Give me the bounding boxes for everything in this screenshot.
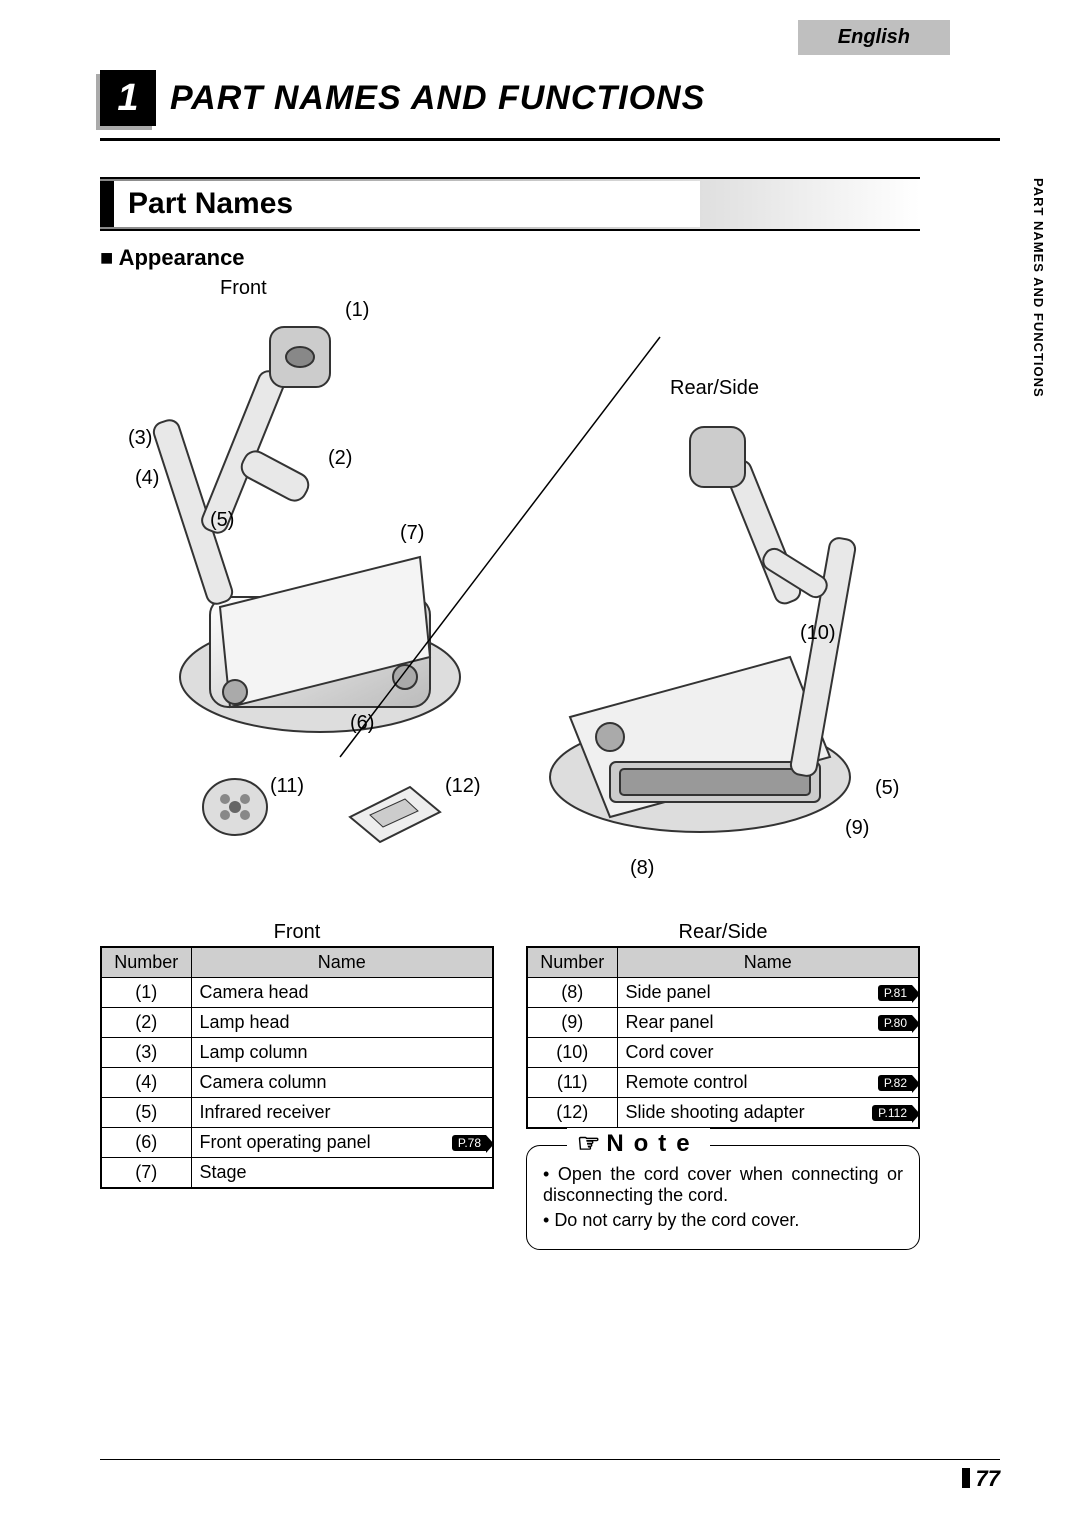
note-item: Open the cord cover when connecting or d…: [543, 1164, 903, 1206]
cell-name: Cord cover: [617, 1038, 919, 1068]
table-row: (1)Camera head: [101, 978, 493, 1008]
cell-name: Stage: [191, 1158, 493, 1189]
section-title-bar: Part Names: [100, 177, 920, 231]
table-row: (12)Slide shooting adapterP.112: [527, 1098, 919, 1129]
callout-11: (11): [270, 775, 304, 798]
page-ref: P.78: [452, 1135, 486, 1151]
cell-number: (11): [527, 1068, 617, 1098]
cell-number: (8): [527, 978, 617, 1008]
callout-9: (9): [845, 817, 869, 840]
table-front: Number Name (1)Camera head(2)Lamp head(3…: [100, 946, 494, 1189]
language-tab: English: [798, 20, 950, 55]
chapter-number: 1: [100, 70, 156, 126]
cell-number: (9): [527, 1008, 617, 1038]
cell-name: Camera column: [191, 1068, 493, 1098]
cell-number: (3): [101, 1038, 191, 1068]
cell-number: (4): [101, 1068, 191, 1098]
callout-7: (7): [400, 522, 424, 545]
callout-2: (2): [328, 447, 352, 470]
callout-12: (12): [445, 775, 481, 798]
callout-6: (6): [350, 712, 374, 735]
cell-number: (12): [527, 1098, 617, 1129]
page-ref: P.112: [872, 1105, 912, 1121]
chapter-title: PART NAMES AND FUNCTIONS: [170, 79, 705, 118]
remote-illustration: [190, 767, 280, 847]
callout-8: (8): [630, 857, 654, 880]
section-title: Part Names: [100, 181, 700, 227]
leader-lines: [300, 317, 700, 817]
cell-name: Slide shooting adapterP.112: [617, 1098, 919, 1129]
callout-1: (1): [345, 299, 369, 322]
table-row: (10)Cord cover: [527, 1038, 919, 1068]
chapter-header: 1 PART NAMES AND FUNCTIONS: [100, 70, 1000, 126]
cell-name: Rear panelP.80: [617, 1008, 919, 1038]
th-number: Number: [101, 947, 191, 978]
callout-5: (5): [210, 509, 234, 532]
cell-number: (10): [527, 1038, 617, 1068]
table-row: (3)Lamp column: [101, 1038, 493, 1068]
th-name: Name: [191, 947, 493, 978]
table-row: (5)Infrared receiver: [101, 1098, 493, 1128]
illustration-area: Front Rear/Side: [100, 277, 920, 917]
sub-heading-appearance: Appearance: [100, 245, 1000, 271]
cell-number: (7): [101, 1158, 191, 1189]
table-front-caption: Front: [100, 921, 494, 944]
table-row: (7)Stage: [101, 1158, 493, 1189]
table-row: (8)Side panelP.81: [527, 978, 919, 1008]
cell-name: Remote controlP.82: [617, 1068, 919, 1098]
page-ref: P.82: [878, 1075, 912, 1091]
note-list: Open the cord cover when connecting or d…: [543, 1164, 903, 1231]
cell-name: Camera head: [191, 978, 493, 1008]
callout-4: (4): [135, 467, 159, 490]
page-ref: P.81: [878, 985, 912, 1001]
side-tab: PART NAMES AND FUNCTIONS: [1027, 170, 1050, 406]
cell-number: (1): [101, 978, 191, 1008]
page-number: 77: [100, 1459, 1000, 1492]
table-rear: Number Name (8)Side panelP.81(9)Rear pan…: [526, 946, 920, 1129]
table-row: (11)Remote controlP.82: [527, 1068, 919, 1098]
cell-name: Front operating panelP.78: [191, 1128, 493, 1158]
cell-name: Lamp column: [191, 1038, 493, 1068]
callout-10: (10): [800, 622, 836, 645]
callout-3: (3): [128, 427, 152, 450]
tables-row: Front Number Name (1)Camera head(2)Lamp …: [100, 921, 920, 1250]
table-front-block: Front Number Name (1)Camera head(2)Lamp …: [100, 921, 494, 1250]
cell-number: (2): [101, 1008, 191, 1038]
note-item: Do not carry by the cord cover.: [543, 1210, 903, 1231]
note-title: Note: [567, 1128, 710, 1159]
th-number: Number: [527, 947, 617, 978]
table-row: (6)Front operating panelP.78: [101, 1128, 493, 1158]
cell-number: (6): [101, 1128, 191, 1158]
divider: [100, 138, 1000, 141]
table-row: (2)Lamp head: [101, 1008, 493, 1038]
table-rear-caption: Rear/Side: [526, 921, 920, 944]
cell-name: Side panelP.81: [617, 978, 919, 1008]
table-rear-block: Rear/Side Number Name (8)Side panelP.81(…: [526, 921, 920, 1250]
cell-name: Infrared receiver: [191, 1098, 493, 1128]
table-row: (9)Rear panelP.80: [527, 1008, 919, 1038]
note-box: Note Open the cord cover when connecting…: [526, 1145, 920, 1250]
table-row: (4)Camera column: [101, 1068, 493, 1098]
cell-name: Lamp head: [191, 1008, 493, 1038]
callout-5b: (5): [875, 777, 899, 800]
cell-number: (5): [101, 1098, 191, 1128]
page-ref: P.80: [878, 1015, 912, 1031]
th-name: Name: [617, 947, 919, 978]
